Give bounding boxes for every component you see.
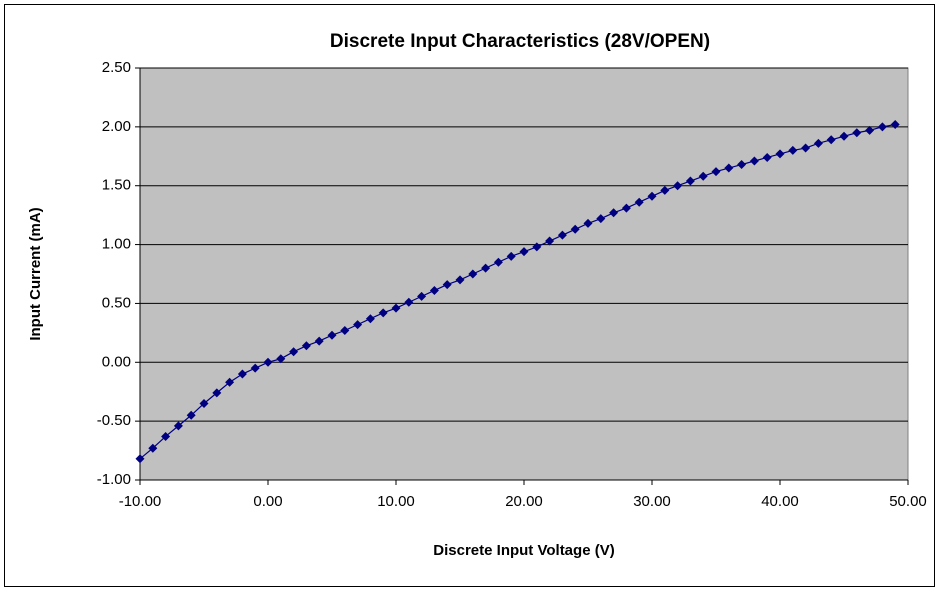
marker [660, 185, 670, 195]
marker [327, 330, 337, 340]
marker [173, 421, 183, 431]
marker [788, 145, 798, 155]
x-tick-label: 40.00 [761, 493, 799, 510]
marker [545, 236, 555, 246]
x-tick-label: 20.00 [505, 493, 543, 510]
marker [199, 398, 209, 408]
x-tick-label: 50.00 [889, 493, 927, 510]
plot-area [139, 67, 909, 481]
marker [532, 242, 542, 252]
x-tick-label: -10.00 [119, 493, 162, 510]
chart-title: Discrete Input Characteristics (28V/OPEN… [330, 31, 710, 52]
marker [749, 156, 759, 166]
marker [237, 369, 247, 379]
marker [493, 257, 503, 267]
marker [378, 308, 388, 318]
marker [481, 263, 491, 273]
x-axis-label: Discrete Input Voltage (V) [433, 542, 614, 559]
marker [737, 160, 747, 170]
marker [186, 410, 196, 420]
marker [570, 224, 580, 234]
marker [609, 208, 619, 218]
marker [148, 443, 158, 453]
marker [762, 152, 772, 162]
y-tick-label: 0.00 [102, 353, 131, 370]
marker [391, 303, 401, 313]
marker [135, 454, 145, 464]
marker [801, 143, 811, 153]
marker [417, 291, 427, 301]
marker [852, 128, 862, 138]
marker [685, 176, 695, 186]
marker [212, 388, 222, 398]
marker [276, 354, 286, 364]
marker [314, 336, 324, 346]
marker [724, 163, 734, 173]
marker [711, 167, 721, 177]
x-tick-label: 30.00 [633, 493, 671, 510]
y-tick-label: 2.00 [102, 118, 131, 135]
marker [826, 135, 836, 145]
marker [519, 247, 529, 257]
marker [353, 320, 363, 330]
y-tick-label: 2.50 [102, 59, 131, 76]
y-tick-label: 1.50 [102, 177, 131, 194]
marker [647, 191, 657, 201]
marker [340, 326, 350, 336]
y-tick-label: 1.00 [102, 236, 131, 253]
marker [621, 203, 631, 213]
marker [775, 149, 785, 159]
y-axis-label: Input Current (mA) [27, 207, 44, 340]
marker [583, 218, 593, 228]
marker [225, 377, 235, 387]
y-tick-label: -0.50 [97, 412, 131, 429]
marker [161, 431, 171, 441]
marker [673, 181, 683, 191]
marker [865, 125, 875, 135]
marker [301, 341, 311, 351]
marker [698, 171, 708, 181]
y-tick-label: -1.00 [97, 471, 131, 488]
marker [455, 275, 465, 285]
marker [263, 357, 273, 367]
marker [468, 269, 478, 279]
marker [839, 131, 849, 141]
marker [404, 297, 414, 307]
marker [442, 280, 452, 290]
marker [557, 230, 567, 240]
marker [250, 363, 260, 373]
y-tick-label: 0.50 [102, 294, 131, 311]
marker [813, 138, 823, 148]
x-tick-label: 0.00 [253, 493, 282, 510]
marker [506, 251, 516, 261]
x-tick-label: 10.00 [377, 493, 415, 510]
marker [429, 285, 439, 295]
marker [289, 347, 299, 357]
marker [596, 214, 606, 224]
marker [877, 122, 887, 132]
marker [634, 197, 644, 207]
marker [365, 314, 375, 324]
marker [890, 120, 900, 130]
